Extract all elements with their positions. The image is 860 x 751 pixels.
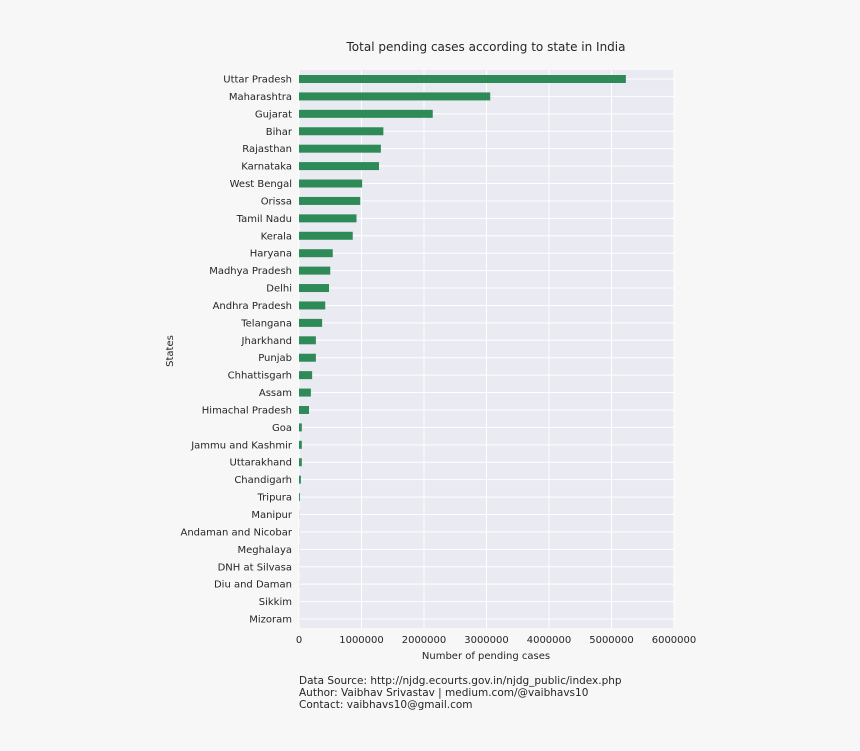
y-tick-label: Jharkhand	[241, 336, 292, 347]
bar	[299, 196, 361, 205]
bar	[299, 353, 316, 362]
y-tick-label: Meghalaya	[237, 545, 292, 556]
y-tick-label: Punjab	[258, 353, 292, 364]
x-tick-label: 3000000	[464, 635, 509, 646]
y-tick-label: Tamil Nadu	[236, 214, 292, 225]
y-tick-label: Telangana	[240, 318, 292, 329]
y-tick-label: Orissa	[261, 196, 292, 207]
y-tick-label: Jammu and Kashmir	[190, 440, 293, 451]
bar	[299, 405, 309, 414]
y-tick-label: Bihar	[266, 127, 293, 138]
y-tick-label: Rajasthan	[242, 144, 292, 155]
bar	[299, 214, 357, 223]
bar	[299, 127, 384, 136]
y-tick-label: Haryana	[250, 249, 292, 260]
y-tick-label: Maharashtra	[229, 92, 292, 103]
y-axis-label: States	[165, 335, 176, 367]
y-tick-label: Chandigarh	[234, 475, 292, 486]
bar	[299, 423, 302, 432]
y-tick-label: Uttar Pradesh	[223, 75, 292, 86]
y-tick-label: Chhattisgarh	[228, 371, 292, 382]
bar	[299, 162, 379, 171]
bar	[299, 440, 302, 449]
bar	[299, 493, 300, 502]
bar	[299, 475, 301, 484]
bar	[299, 371, 313, 380]
y-tick-label: West Bengal	[230, 179, 292, 190]
y-tick-label: DNH at Silvasa	[218, 562, 292, 573]
bar	[299, 458, 302, 467]
bar	[299, 109, 433, 118]
chart-footer: Data Source: http://njdg.ecourts.gov.in/…	[299, 675, 622, 711]
y-tick-label: Goa	[272, 423, 292, 434]
y-tick-label: Himachal Pradesh	[202, 405, 292, 416]
bar	[299, 249, 333, 258]
y-tick-label: Sikkim	[259, 597, 292, 608]
x-tick-label: 5000000	[589, 635, 634, 646]
x-tick-label: 6000000	[652, 635, 697, 646]
bar	[299, 266, 331, 275]
bar	[299, 144, 381, 153]
y-tick-label: Diu and Daman	[214, 580, 292, 591]
bar	[299, 231, 353, 240]
x-tick-label: 0	[296, 635, 302, 646]
bar	[299, 336, 316, 345]
x-tick-label: 1000000	[339, 635, 384, 646]
bar	[299, 179, 363, 188]
bar	[299, 301, 326, 310]
y-tick-label: Manipur	[251, 510, 293, 521]
x-tick-label: 4000000	[527, 635, 572, 646]
y-tick-label: Gujarat	[255, 109, 292, 120]
y-tick-label: Uttarakhand	[230, 458, 292, 469]
bar	[299, 284, 329, 293]
bar	[299, 388, 311, 397]
x-tick-label: 2000000	[402, 635, 447, 646]
x-axis-label: Number of pending cases	[422, 651, 550, 662]
y-tick-label: Madhya Pradesh	[209, 266, 292, 277]
y-tick-label: Delhi	[266, 284, 292, 295]
bar	[299, 318, 323, 327]
bar	[299, 75, 626, 83]
y-tick-label: Mizoram	[249, 615, 292, 626]
y-tick-label: Andaman and Nicobar	[181, 527, 293, 538]
y-tick-label: Kerala	[261, 231, 292, 242]
data-source-text: Data Source: http://njdg.ecourts.gov.in/…	[299, 675, 622, 687]
bars	[299, 75, 626, 624]
author-text: Author: Vaibhav Srivastav | medium.com/@…	[299, 687, 589, 699]
x-tick-labels: 0 1000000 2000000 3000000 4000000 5000000 6000…	[296, 635, 696, 646]
y-tick-label: Andhra Pradesh	[213, 301, 292, 312]
y-tick-label: Assam	[259, 388, 292, 399]
y-tick-label: Tripura	[257, 493, 292, 504]
y-tick-label: Karnataka	[241, 162, 292, 173]
bar	[299, 92, 491, 101]
y-tick-labels: Uttar Pradesh Maharashtra Gujarat Bihar Raja…	[181, 75, 293, 626]
contact-text: Contact: vaibhavs10@gmail.com	[299, 699, 473, 711]
chart-title: Total pending cases according to state i…	[346, 40, 626, 54]
